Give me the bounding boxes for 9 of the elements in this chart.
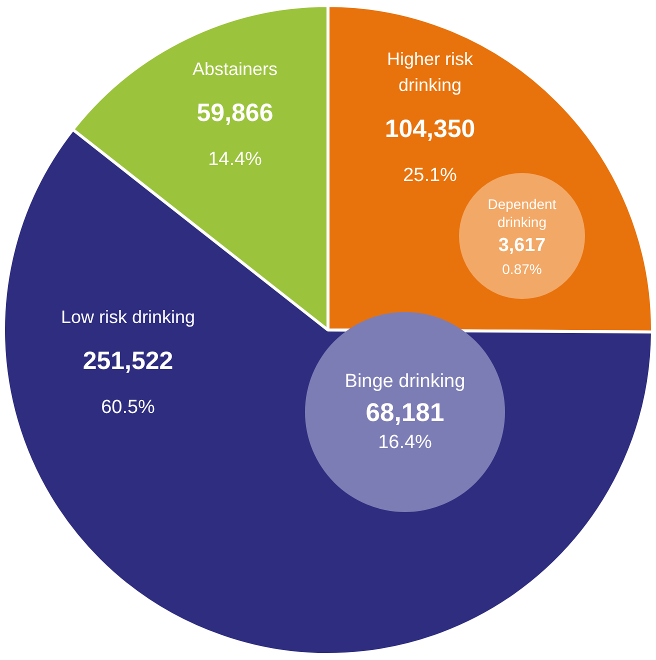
slice-label: Abstainers xyxy=(192,58,278,79)
text: 25.1% xyxy=(403,165,458,186)
data-label: 251,522 xyxy=(82,346,174,375)
data-label: 59,866 xyxy=(196,98,274,127)
slice-label: Higher risk drinking xyxy=(386,48,474,95)
text: 60.5% xyxy=(101,397,156,418)
slice-label: Low risk drinking xyxy=(60,306,196,327)
text: 14.4% xyxy=(208,149,262,170)
data-label: 104,350 xyxy=(384,114,476,143)
